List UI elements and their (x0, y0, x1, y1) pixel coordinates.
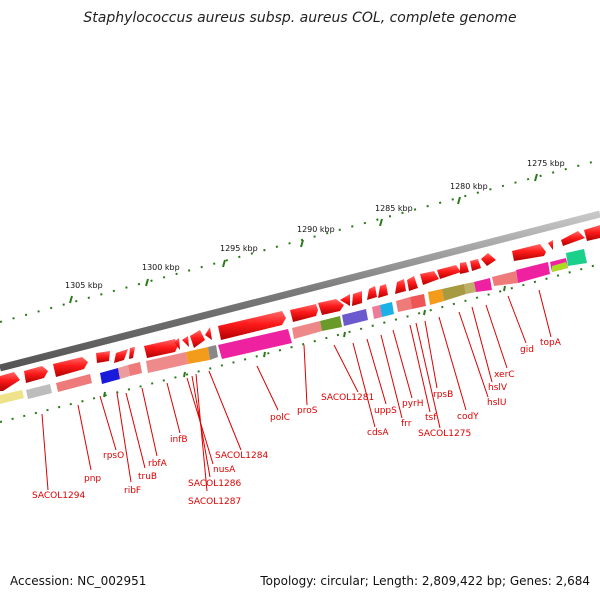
scale-label-1290: 1290 kbp (297, 225, 335, 234)
gene-arrow (190, 330, 205, 348)
gene-label-cody: codY (457, 412, 479, 422)
gene-label-sacol1287: SACOL1287 (188, 497, 241, 507)
gene-arrow (0, 372, 20, 391)
scale-label-1285: 1285 kbp (375, 204, 413, 213)
gene-arrow (129, 347, 135, 359)
gene-arrow (407, 276, 418, 291)
gene-arrow (561, 231, 585, 246)
gene-arrow (395, 279, 406, 294)
gene-arrow (114, 349, 128, 363)
gene-arrow (420, 271, 439, 285)
gene-arrow (548, 240, 553, 250)
gene-label-pnp: pnp (84, 474, 101, 484)
scale-label-1305: 1305 kbp (65, 281, 103, 290)
gene-arrow (352, 291, 362, 306)
gene-arrow (378, 284, 388, 298)
gene-arrow (53, 357, 88, 377)
scale-dots (0, 159, 600, 323)
gene-label-sacol1286: SACOL1286 (188, 479, 241, 489)
leader-lines (41, 289, 552, 492)
gene-label-rpsb: rpsB (433, 390, 453, 400)
scale-label-1300: 1300 kbp (142, 263, 180, 272)
gene-arrow (460, 262, 469, 274)
gene-arrow (218, 311, 286, 340)
gene-label-cdsa: cdsA (367, 428, 389, 438)
gene-arrow (437, 265, 461, 279)
gene-label-tsf: tsf (425, 413, 437, 423)
scale-label-1295: 1295 kbp (220, 244, 258, 253)
scale-labels: 1305 kbp 1300 kbp 1295 kbp 1290 kbp 1285… (65, 159, 565, 290)
gene-arrow (481, 253, 496, 266)
gene-arrow (318, 299, 344, 315)
gene-label-infb: infB (170, 435, 188, 445)
gene-arrow (205, 327, 212, 340)
gene-arrow (24, 366, 48, 383)
gene-labels: SACOL1294 pnp rpsO ribF truB rbfA infB n… (32, 338, 562, 507)
gene-arrow (512, 244, 546, 261)
cog-bars (0, 249, 587, 404)
gene-label-gid: gid (520, 345, 534, 355)
gene-label-polc: polC (270, 413, 290, 423)
gene-label-frr: frr (401, 419, 412, 429)
scale-label-1275: 1275 kbp (527, 159, 565, 168)
gene-label-hslv: hslV (488, 383, 508, 393)
scale-label-1280: 1280 kbp (450, 182, 488, 191)
gene-label-sacol1281: SACOL1281 (321, 393, 374, 403)
gene-label-xerc: xerC (494, 370, 515, 380)
gene-label-pyrh: pyrH (402, 399, 424, 409)
gene-label-sacol1284: SACOL1284 (215, 451, 268, 461)
gene-arrow (367, 286, 377, 300)
accession-text: Accession: NC_002951 (10, 574, 147, 588)
map-title: Staphylococcus aureus subsp. aureus COL,… (83, 10, 517, 26)
gene-arrow (174, 338, 180, 350)
gene-arrow (96, 351, 110, 363)
gene-arrow (290, 304, 318, 322)
forward-strand-genes (0, 225, 600, 391)
gene-arrow (470, 259, 481, 271)
gene-label-pros: proS (297, 406, 318, 416)
gene-label-rbfa: rbfA (148, 459, 168, 469)
gene-label-topa: topA (540, 338, 562, 348)
gene-arrow (584, 225, 600, 241)
gene-label-nusa: nusA (213, 465, 236, 475)
gene-label-sacol1275: SACOL1275 (418, 429, 471, 439)
gene-label-rpso: rpsO (103, 451, 124, 461)
scale-ticks (69, 173, 538, 304)
gene-arrow (144, 339, 178, 358)
genome-backbone (0, 210, 600, 372)
gene-label-trub: truB (138, 472, 157, 482)
gene-label-sacol1294: SACOL1294 (32, 491, 85, 501)
gene-label-ribf: ribF (124, 486, 141, 496)
gene-label-hslu: hslU (487, 398, 506, 408)
gene-label-upps: uppS (374, 406, 397, 416)
gene-arrow (182, 336, 189, 347)
gene-arrow (340, 294, 350, 306)
genome-summary-text: Topology: circular; Length: 2,809,422 bp… (260, 574, 590, 588)
